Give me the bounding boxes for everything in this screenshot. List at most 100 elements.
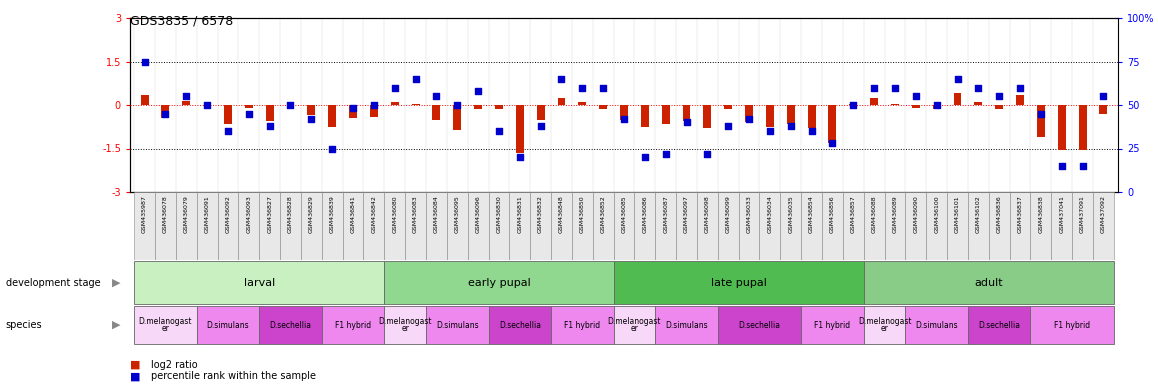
Text: GSM435987: GSM435987 [142, 195, 147, 233]
FancyBboxPatch shape [426, 306, 489, 344]
FancyBboxPatch shape [489, 192, 510, 260]
FancyBboxPatch shape [864, 192, 885, 260]
FancyBboxPatch shape [614, 306, 655, 344]
FancyBboxPatch shape [760, 192, 780, 260]
Point [261, 123, 279, 129]
FancyBboxPatch shape [176, 192, 197, 260]
Point [1094, 93, 1113, 99]
Bar [390, 102, 398, 105]
FancyBboxPatch shape [968, 192, 989, 260]
FancyBboxPatch shape [885, 192, 906, 260]
FancyBboxPatch shape [384, 306, 426, 344]
Text: GSM436842: GSM436842 [372, 195, 376, 233]
Point [386, 84, 404, 91]
FancyBboxPatch shape [697, 192, 718, 260]
Bar [557, 98, 565, 105]
Bar [244, 105, 252, 108]
Text: GSM436092: GSM436092 [226, 195, 230, 233]
FancyBboxPatch shape [572, 192, 593, 260]
Point [344, 106, 362, 112]
FancyBboxPatch shape [426, 192, 447, 260]
Text: GSM436035: GSM436035 [789, 195, 793, 233]
Bar [1078, 105, 1086, 150]
Text: GSM436098: GSM436098 [705, 195, 710, 233]
Point [719, 123, 738, 129]
Bar [349, 105, 357, 118]
Text: GSM436856: GSM436856 [830, 195, 835, 233]
FancyBboxPatch shape [322, 306, 384, 344]
FancyBboxPatch shape [259, 192, 280, 260]
FancyBboxPatch shape [197, 192, 218, 260]
Bar [786, 105, 794, 124]
FancyBboxPatch shape [947, 192, 968, 260]
Bar [599, 105, 607, 109]
FancyBboxPatch shape [384, 261, 614, 304]
Point [552, 76, 571, 82]
FancyBboxPatch shape [614, 192, 635, 260]
FancyBboxPatch shape [843, 192, 864, 260]
FancyBboxPatch shape [864, 261, 1114, 304]
Bar [724, 105, 732, 109]
FancyBboxPatch shape [510, 192, 530, 260]
FancyBboxPatch shape [780, 192, 801, 260]
Text: ▶: ▶ [112, 320, 120, 330]
FancyBboxPatch shape [405, 192, 426, 260]
Point [594, 84, 613, 91]
Text: D.simulans: D.simulans [665, 321, 708, 329]
Bar [703, 105, 711, 128]
Text: D.simulans: D.simulans [206, 321, 249, 329]
Text: GSM436102: GSM436102 [976, 195, 981, 233]
Bar [140, 95, 148, 105]
Text: larval: larval [243, 278, 274, 288]
Bar [494, 105, 503, 109]
Text: adult: adult [974, 278, 1003, 288]
Point [907, 93, 925, 99]
Text: D.melanogast
er: D.melanogast er [379, 316, 432, 333]
FancyBboxPatch shape [489, 306, 551, 344]
Point [1011, 84, 1029, 91]
Text: GSM436838: GSM436838 [1039, 195, 1043, 233]
Text: GSM436854: GSM436854 [809, 195, 814, 233]
Bar [515, 105, 523, 153]
Text: GSM436852: GSM436852 [601, 195, 606, 233]
Text: GSM436079: GSM436079 [184, 195, 189, 233]
Point [1073, 163, 1092, 169]
FancyBboxPatch shape [593, 192, 614, 260]
Bar [682, 105, 690, 121]
Text: late pupal: late pupal [711, 278, 767, 288]
Point [135, 58, 154, 65]
Bar [453, 105, 461, 130]
Text: GSM436087: GSM436087 [664, 195, 668, 233]
Point [677, 119, 696, 126]
FancyBboxPatch shape [1031, 192, 1051, 260]
Text: GSM436033: GSM436033 [747, 195, 752, 233]
Text: GSM436101: GSM436101 [955, 195, 960, 233]
Bar [432, 105, 440, 119]
Text: GSM436848: GSM436848 [559, 195, 564, 233]
Bar [849, 104, 857, 105]
Point [802, 128, 821, 134]
FancyBboxPatch shape [655, 306, 718, 344]
FancyBboxPatch shape [530, 192, 551, 260]
FancyBboxPatch shape [739, 192, 760, 260]
Point [427, 93, 446, 99]
Point [469, 88, 488, 94]
Text: GSM436829: GSM436829 [309, 195, 314, 233]
Text: GSM436090: GSM436090 [914, 195, 918, 233]
Text: GSM436827: GSM436827 [267, 195, 272, 233]
Bar [161, 105, 169, 118]
Text: D.sechellia: D.sechellia [739, 321, 780, 329]
Bar [745, 105, 753, 122]
FancyBboxPatch shape [1010, 192, 1031, 260]
Text: GSM437041: GSM437041 [1060, 195, 1064, 233]
Bar [307, 105, 315, 115]
Text: GSM436084: GSM436084 [434, 195, 439, 233]
Bar [474, 105, 482, 109]
FancyBboxPatch shape [301, 192, 322, 260]
FancyBboxPatch shape [197, 306, 259, 344]
Text: GSM437091: GSM437091 [1080, 195, 1085, 233]
Text: GSM436096: GSM436096 [476, 195, 481, 233]
Point [636, 154, 654, 160]
Text: D.simulans: D.simulans [915, 321, 958, 329]
Bar [203, 105, 211, 106]
